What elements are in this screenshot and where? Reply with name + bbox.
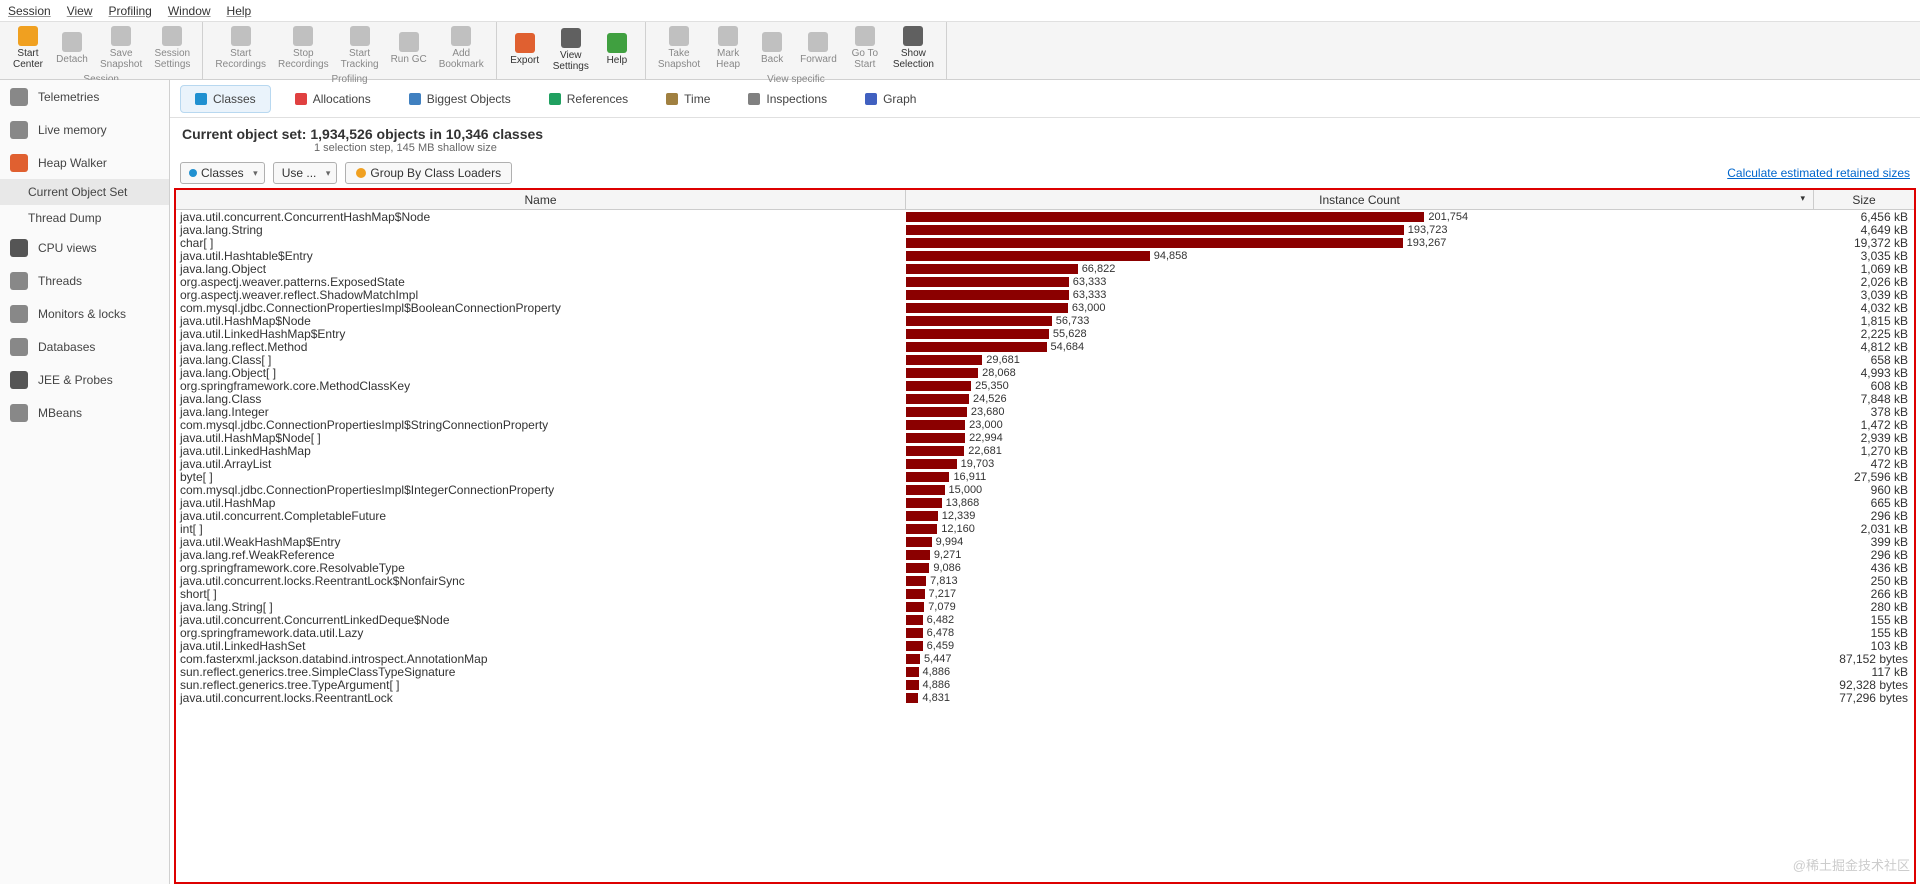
- sidebar: TelemetriesLive memoryHeap WalkerCurrent…: [0, 80, 170, 884]
- sidebar-live-memory[interactable]: Live memory: [0, 113, 169, 146]
- toolbar-session-settings[interactable]: Session Settings: [148, 24, 196, 72]
- toolbar-view-settings[interactable]: View Settings: [547, 24, 595, 75]
- toolbar-mark-heap[interactable]: Mark Heap: [706, 24, 750, 72]
- menu-help[interactable]: Help: [227, 4, 252, 18]
- group-by-loaders-button[interactable]: Group By Class Loaders: [345, 162, 512, 184]
- toolbar-add-bookmark[interactable]: Add Bookmark: [433, 24, 490, 72]
- toolbar-save-snapshot[interactable]: Save Snapshot: [94, 24, 148, 72]
- toolbar-stop-recordings[interactable]: Stop Recordings: [272, 24, 335, 72]
- sidebar-monitors-locks[interactable]: Monitors & locks: [0, 297, 169, 330]
- tab-time[interactable]: Time: [652, 86, 724, 112]
- toolbar-show-selection[interactable]: Show Selection: [887, 24, 940, 72]
- table-row[interactable]: org.aspectj.weaver.reflect.ShadowMatchIm…: [176, 288, 1914, 301]
- table-row[interactable]: java.util.HashMap$Node[ ]22,9942,939 kB: [176, 431, 1914, 444]
- toolbar-start-center[interactable]: Start Center: [6, 24, 50, 72]
- table-row[interactable]: sun.reflect.generics.tree.TypeArgument[ …: [176, 678, 1914, 691]
- sidebar-jee-probes[interactable]: JEE & Probes: [0, 363, 169, 396]
- sidebar-mbeans[interactable]: MBeans: [0, 396, 169, 429]
- table-row[interactable]: int[ ]12,1602,031 kB: [176, 522, 1914, 535]
- table-row[interactable]: java.util.concurrent.ConcurrentHashMap$N…: [176, 210, 1914, 223]
- object-set-title: Current object set: 1,934,526 objects in…: [182, 126, 1908, 142]
- table-row[interactable]: java.lang.Class[ ]29,681658 kB: [176, 353, 1914, 366]
- table-row[interactable]: java.util.WeakHashMap$Entry9,994399 kB: [176, 535, 1914, 548]
- calculate-retained-link[interactable]: Calculate estimated retained sizes: [1727, 166, 1910, 180]
- col-name[interactable]: Name: [176, 190, 906, 209]
- table-row[interactable]: com.mysql.jdbc.ConnectionPropertiesImpl$…: [176, 483, 1914, 496]
- object-set-subtitle: 1 selection step, 145 MB shallow size: [182, 142, 1908, 154]
- use-dropdown[interactable]: Use ...: [273, 162, 338, 184]
- sidebar-current-object-set[interactable]: Current Object Set: [0, 179, 169, 205]
- sidebar-cpu-views[interactable]: CPU views: [0, 231, 169, 264]
- table-row[interactable]: org.springframework.core.MethodClassKey2…: [176, 379, 1914, 392]
- tab-bar: Classes Allocations Biggest Objects Referen…: [170, 80, 1920, 118]
- toolbar-start-tracking[interactable]: Start Tracking: [335, 24, 385, 72]
- toolbar-help[interactable]: Help: [595, 24, 639, 75]
- table-row[interactable]: java.lang.Integer23,680378 kB: [176, 405, 1914, 418]
- table-row[interactable]: org.aspectj.weaver.patterns.ExposedState…: [176, 275, 1914, 288]
- table-row[interactable]: java.lang.reflect.Method54,6844,812 kB: [176, 340, 1914, 353]
- table-row[interactable]: java.lang.String[ ]7,079280 kB: [176, 600, 1914, 613]
- sidebar-threads[interactable]: Threads: [0, 264, 169, 297]
- table-row[interactable]: java.util.ArrayList19,703472 kB: [176, 457, 1914, 470]
- table-row[interactable]: java.util.concurrent.locks.ReentrantLock…: [176, 691, 1914, 704]
- tab-biggest-objects[interactable]: Biggest Objects: [395, 86, 525, 112]
- table-row[interactable]: java.util.concurrent.locks.ReentrantLock…: [176, 574, 1914, 587]
- tab-references[interactable]: References: [535, 86, 642, 112]
- toolbar-back[interactable]: Back: [750, 24, 794, 72]
- table-row[interactable]: org.springframework.data.util.Lazy6,4781…: [176, 626, 1914, 639]
- table-row[interactable]: java.lang.String193,7234,649 kB: [176, 223, 1914, 236]
- table-row[interactable]: org.springframework.core.ResolvableType9…: [176, 561, 1914, 574]
- toolbar-take-snapshot[interactable]: Take Snapshot: [652, 24, 706, 72]
- sidebar-thread-dump[interactable]: Thread Dump: [0, 205, 169, 231]
- col-size[interactable]: Size: [1814, 190, 1914, 209]
- table-row[interactable]: java.lang.ref.WeakReference9,271296 kB: [176, 548, 1914, 561]
- menu-view[interactable]: View: [67, 4, 93, 18]
- table-row[interactable]: java.lang.Object[ ]28,0684,993 kB: [176, 366, 1914, 379]
- toolbar-forward[interactable]: Forward: [794, 24, 843, 72]
- menu-window[interactable]: Window: [168, 4, 211, 18]
- table-row[interactable]: java.lang.Object66,8221,069 kB: [176, 262, 1914, 275]
- table-row[interactable]: java.util.LinkedHashSet6,459103 kB: [176, 639, 1914, 652]
- toolbar-run-gc[interactable]: Run GC: [385, 24, 433, 72]
- tab-graph[interactable]: Graph: [851, 86, 930, 112]
- tab-inspections[interactable]: Inspections: [734, 86, 841, 112]
- menu-session[interactable]: Session: [8, 4, 51, 18]
- table-row[interactable]: sun.reflect.generics.tree.SimpleClassTyp…: [176, 665, 1914, 678]
- table-row[interactable]: com.mysql.jdbc.ConnectionPropertiesImpl$…: [176, 301, 1914, 314]
- toolbar-go-to-start[interactable]: Go To Start: [843, 24, 887, 72]
- sidebar-heap-walker[interactable]: Heap Walker: [0, 146, 169, 179]
- col-instance-count[interactable]: Instance Count: [906, 190, 1814, 209]
- menu-profiling[interactable]: Profiling: [109, 4, 152, 18]
- table-row[interactable]: com.mysql.jdbc.ConnectionPropertiesImpl$…: [176, 418, 1914, 431]
- table-row[interactable]: short[ ]7,217266 kB: [176, 587, 1914, 600]
- table-row[interactable]: java.util.Hashtable$Entry94,8583,035 kB: [176, 249, 1914, 262]
- sidebar-telemetries[interactable]: Telemetries: [0, 80, 169, 113]
- toolbar-detach[interactable]: Detach: [50, 24, 94, 72]
- table-row[interactable]: java.util.concurrent.ConcurrentLinkedDeq…: [176, 613, 1914, 626]
- classes-dropdown[interactable]: Classes: [180, 162, 265, 184]
- table-row[interactable]: java.util.LinkedHashMap$Entry55,6282,225…: [176, 327, 1914, 340]
- table-row[interactable]: java.util.HashMap$Node56,7331,815 kB: [176, 314, 1914, 327]
- menu-bar: Session View Profiling Window Help: [0, 0, 1920, 22]
- watermark: @稀土掘金技术社区: [1793, 855, 1910, 874]
- table-row[interactable]: java.util.concurrent.CompletableFuture12…: [176, 509, 1914, 522]
- table-row[interactable]: com.fasterxml.jackson.databind.introspec…: [176, 652, 1914, 665]
- table-row[interactable]: char[ ]193,26719,372 kB: [176, 236, 1914, 249]
- table-row[interactable]: java.lang.Class24,5267,848 kB: [176, 392, 1914, 405]
- tab-allocations[interactable]: Allocations: [281, 86, 385, 112]
- toolbar-export[interactable]: Export: [503, 24, 547, 75]
- table-row[interactable]: java.util.LinkedHashMap22,6811,270 kB: [176, 444, 1914, 457]
- sidebar-databases[interactable]: Databases: [0, 330, 169, 363]
- toolbar-start-recordings[interactable]: Start Recordings: [209, 24, 272, 72]
- table-row[interactable]: java.util.HashMap13,868665 kB: [176, 496, 1914, 509]
- tab-classes[interactable]: Classes: [180, 85, 271, 113]
- toolbar: Start CenterDetachSave SnapshotSession S…: [0, 22, 1920, 80]
- class-table: Name Instance Count Size java.util.concu…: [174, 188, 1916, 884]
- table-row[interactable]: byte[ ]16,91127,596 kB: [176, 470, 1914, 483]
